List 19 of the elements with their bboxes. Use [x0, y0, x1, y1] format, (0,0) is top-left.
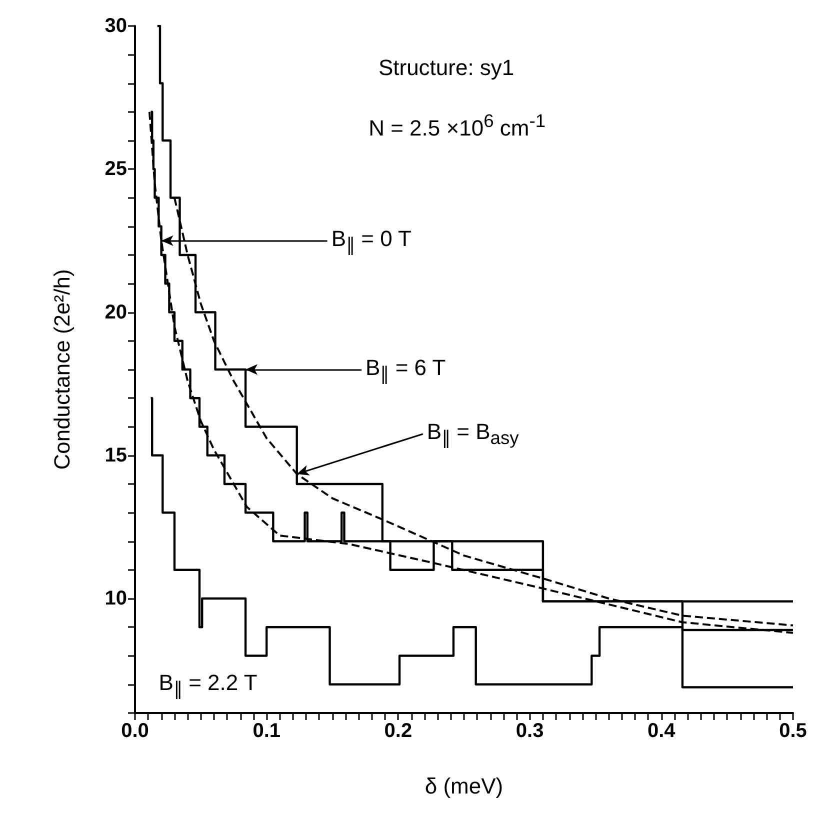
annotation: B$_{∥}$ = 6 T — [366, 354, 446, 385]
y-tick-label: 20 — [104, 301, 127, 324]
annotation: Structure: sy1 — [378, 54, 514, 82]
series-label: B$_{∥}$ = 2.2 T — [158, 670, 258, 700]
annotation: N = 2.5 ×10$^{6}$ cm$^{-1}$ — [368, 110, 546, 142]
x-tick-label: 0.5 — [779, 720, 807, 742]
y-tick-label: 25 — [104, 158, 127, 180]
x-tick-label: 0.0 — [121, 720, 149, 742]
y-tick-label: 10 — [104, 588, 127, 610]
y-axis-title: Conductance (2e²/h) — [50, 269, 74, 470]
x-tick-label: 0.1 — [252, 720, 281, 742]
annotation: B$_{∥}$ = B$_{asy}$ — [426, 418, 519, 450]
x-tick-label: 0.3 — [516, 720, 544, 742]
y-tick-label: 30 — [104, 15, 127, 37]
x-tick-label: 0.4 — [647, 720, 676, 742]
y-tick-label: 15 — [104, 444, 127, 466]
x-tick-label: 0.2 — [384, 720, 412, 742]
annotation: B$_{∥}$ = 0 T — [331, 226, 412, 256]
x-axis-title: δ (meV) — [424, 774, 504, 798]
